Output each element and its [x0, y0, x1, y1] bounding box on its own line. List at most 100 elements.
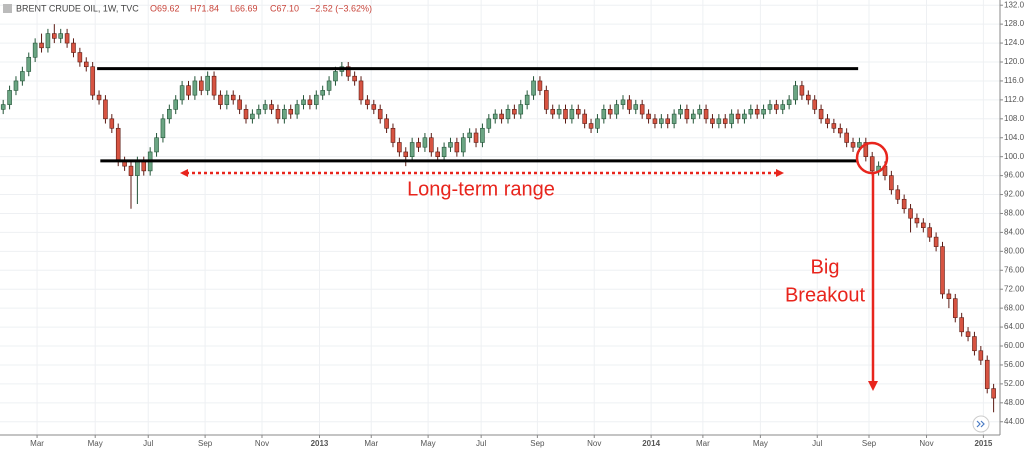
candle-body: [26, 56, 32, 72]
y-tick-label: 128.00: [1004, 19, 1024, 28]
candle-body: [550, 109, 555, 115]
candle-body: [198, 80, 204, 91]
candle-body: [13, 80, 19, 91]
candle-body: [850, 142, 856, 148]
y-tick-label: 104.00: [1004, 133, 1024, 142]
candle-body: [908, 208, 913, 219]
candle-body: [422, 137, 428, 148]
candle-body: [377, 109, 383, 120]
scroll-button[interactable]: [972, 415, 990, 433]
candle-body: [77, 52, 83, 63]
ohlc-open: O69.62: [150, 3, 180, 13]
candle-body: [314, 94, 319, 105]
x-tick-label: Nov: [255, 439, 269, 448]
breakout-arrow-head: [868, 381, 878, 391]
candle-body: [537, 80, 543, 91]
candle-body: [601, 109, 607, 120]
candle-body: [659, 118, 664, 124]
x-tick-label: Jul: [812, 439, 822, 448]
candle-body: [914, 217, 920, 224]
candle-body: [729, 113, 734, 124]
candle-body: [230, 94, 236, 101]
y-tick-label: 132.00: [1004, 0, 1024, 9]
y-tick-label: 96.00: [1004, 171, 1024, 180]
y-tick-label: 124.00: [1004, 38, 1024, 47]
x-tick-label: May: [753, 439, 768, 448]
y-tick-label: 76.00: [1004, 265, 1024, 274]
x-tick-label: May: [88, 439, 103, 448]
candle-body: [358, 80, 364, 101]
y-tick-label: 60.00: [1004, 341, 1024, 350]
candle-body: [390, 127, 396, 143]
candle-body: [39, 42, 44, 49]
candle-body: [984, 359, 990, 389]
candle-body: [448, 142, 453, 148]
candle-body: [20, 71, 25, 82]
candle-body: [192, 80, 198, 96]
candle-body: [499, 113, 504, 120]
y-tick-label: 108.00: [1004, 114, 1024, 123]
y-tick-label: 64.00: [1004, 322, 1024, 331]
candle-body: [505, 109, 511, 120]
y-tick-label: 68.00: [1004, 303, 1024, 312]
candle-body: [288, 109, 294, 115]
candle-body: [754, 109, 760, 115]
candle-body: [480, 127, 485, 143]
candle-body: [103, 99, 108, 120]
axes: 44.00 48.00 52.00 56.00 60.00 64.00 68.00 72.00…: [30, 0, 1024, 448]
candle-body: [665, 118, 671, 124]
scroll-icon: [976, 420, 985, 428]
candle-body: [262, 104, 268, 110]
candle-body: [703, 109, 709, 120]
candle-body: [582, 113, 587, 124]
levels: [97, 67, 859, 163]
y-tick-label: 56.00: [1004, 360, 1024, 369]
symbol-icon: [3, 4, 12, 13]
x-tick-label: Sep: [530, 439, 545, 448]
x-tick-label: 2014: [642, 439, 660, 448]
candle-body: [780, 104, 786, 110]
range-arrow-head: [776, 169, 784, 177]
y-tick-label: 84.00: [1004, 228, 1024, 237]
candle-body: [243, 109, 249, 120]
ohlc-low: L66.69: [230, 3, 258, 13]
candle-body: [952, 298, 958, 318]
candle-body: [710, 118, 715, 124]
candle-body: [460, 137, 466, 153]
candle-body: [403, 151, 409, 157]
candle-body: [218, 94, 223, 105]
x-tick-label: Sep: [862, 439, 877, 448]
y-tick-label: 52.00: [1004, 379, 1024, 388]
candle-body: [409, 142, 415, 157]
candle-body: [90, 66, 95, 96]
candle-body: [863, 142, 869, 157]
candle-body: [58, 33, 63, 39]
candle-body: [639, 104, 645, 115]
candle-body: [901, 198, 907, 210]
candle-body: [524, 94, 530, 105]
y-tick-label: 120.00: [1004, 57, 1024, 66]
candle-body: [959, 317, 964, 333]
grid: [0, 0, 1000, 435]
candle-body: [652, 118, 658, 124]
candle-body: [173, 99, 178, 110]
candle-body: [946, 293, 952, 299]
candle-body: [869, 156, 875, 172]
candle-body: [614, 104, 619, 115]
candle-body: [837, 127, 843, 134]
candle-body: [167, 109, 172, 120]
breakout-label: Breakout: [785, 284, 865, 306]
candle-body: [844, 132, 849, 143]
range-label: Long-term range: [407, 178, 555, 200]
candle-body: [371, 104, 377, 110]
y-tick-label: 112.00: [1004, 95, 1024, 104]
x-tick-label: Mar: [696, 439, 710, 448]
y-tick-label: 88.00: [1004, 209, 1024, 218]
x-tick-label: May: [421, 439, 436, 448]
candle-body: [563, 109, 568, 120]
candle-body: [678, 109, 683, 115]
candle-body: [52, 33, 57, 39]
candle-body: [256, 109, 262, 115]
candle-body: [0, 104, 6, 110]
